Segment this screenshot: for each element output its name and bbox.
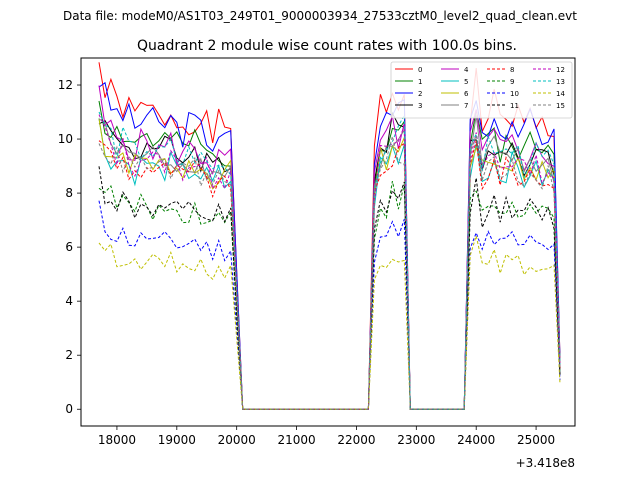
series-layer [98, 62, 561, 410]
y-tick-label: 10 [58, 132, 73, 146]
series-line-11 [98, 166, 561, 410]
y-axis: 0 2 4 6 8 10 12 [58, 78, 81, 416]
x-offset-label: +3.418e8 [516, 456, 575, 470]
x-tick-label: 18000 [98, 433, 136, 447]
y-tick-label: 12 [58, 78, 73, 92]
x-axis: 18000 19000 20000 21000 22000 23000 24000 25000 [98, 426, 555, 447]
legend-label-9: 9 [510, 78, 514, 86]
legend-label-4: 4 [464, 66, 469, 74]
x-tick-label: 19000 [158, 433, 196, 447]
x-tick-label: 22000 [337, 433, 375, 447]
plot-frame [80, 57, 576, 427]
legend-label-5: 5 [464, 78, 468, 86]
y-tick-label: 8 [65, 186, 73, 200]
y-tick-label: 4 [65, 294, 73, 308]
series-line-14 [98, 234, 561, 410]
legend-label-7: 7 [464, 102, 468, 110]
x-tick-label: 25000 [517, 433, 555, 447]
legend-frame [390, 61, 573, 119]
legend-label-6: 6 [464, 90, 469, 98]
legend-label-3: 3 [418, 102, 422, 110]
y-tick-label: 2 [65, 348, 73, 362]
legend-label-0: 0 [418, 66, 422, 74]
x-tick-label: 24000 [457, 433, 495, 447]
legend-label-2: 2 [418, 90, 422, 98]
legend-label-1: 1 [418, 78, 422, 86]
legend-label-10: 10 [510, 90, 519, 98]
x-tick-label: 23000 [397, 433, 435, 447]
legend-label-15: 15 [556, 102, 565, 110]
series-line-10 [98, 200, 561, 410]
y-tick-label: 0 [65, 402, 73, 416]
series-line-13 [98, 111, 561, 410]
y-tick-label: 6 [65, 240, 73, 254]
chart-title: Quadrant 2 module wise count rates with … [137, 38, 517, 54]
x-tick-label: 21000 [277, 433, 315, 447]
legend-label-11: 11 [510, 102, 519, 110]
legend-label-14: 14 [556, 90, 565, 98]
x-tick-label: 20000 [218, 433, 256, 447]
legend-label-12: 12 [556, 66, 565, 74]
series-line-15 [98, 135, 561, 410]
legend-label-8: 8 [510, 66, 514, 74]
legend-label-13: 13 [556, 78, 565, 86]
figure-suptitle: Data file: modeM0/AS1T03_249T01_90000039… [63, 9, 577, 23]
